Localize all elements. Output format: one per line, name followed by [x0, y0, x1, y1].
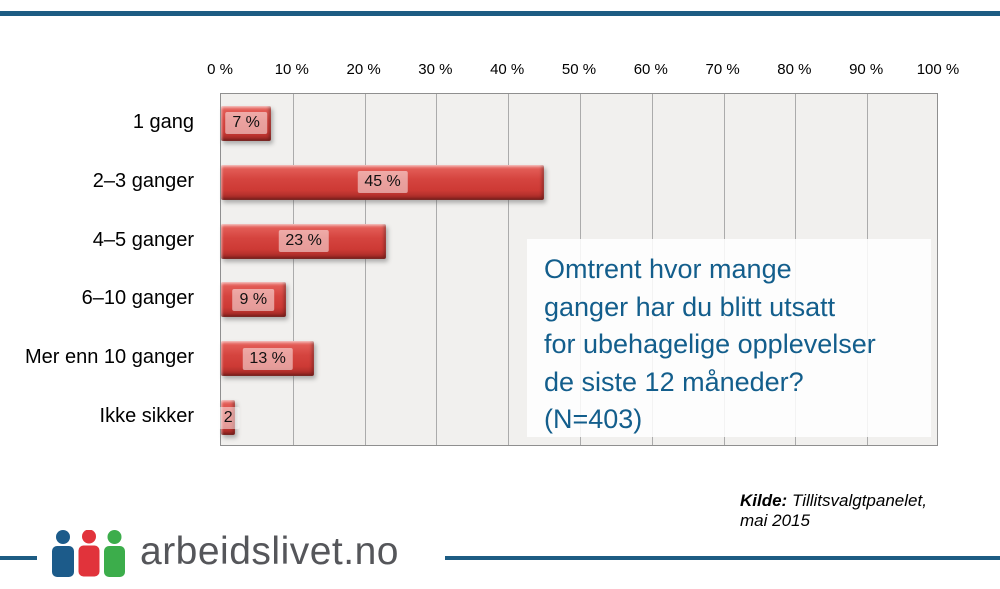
- bar-data-label: 2: [216, 406, 240, 429]
- x-axis-tick-label: 30 %: [418, 61, 453, 78]
- bar-ikke-sikker: 2: [216, 400, 240, 436]
- source-text: Tillitsvalgtpanelet,: [787, 491, 927, 510]
- bar-data-label: 13 %: [242, 347, 293, 370]
- source-note: Kilde: Tillitsvalgtpanelet, mai 2015: [740, 491, 970, 531]
- bottom-divider-rule-left: [0, 556, 37, 560]
- x-axis-tick-label: 40 %: [490, 61, 525, 78]
- y-axis-category-labels: 1 gang 2–3 ganger 4–5 ganger 6–10 ganger Mer…: [0, 93, 208, 446]
- question-line: ganger har du blitt utsatt: [544, 291, 836, 322]
- category-label: 4–5 ganger: [92, 228, 194, 251]
- question-line: de siste 12 måneder?: [544, 366, 804, 397]
- question-line: for ubehagelige opplevelser: [544, 329, 876, 359]
- bar-4-5-ganger: 23 %: [221, 223, 387, 259]
- logo-text: arbeidslivet.no: [140, 530, 399, 573]
- x-axis-tick-label: 100 %: [916, 61, 960, 78]
- question-annotation-box: Omtrent hvor mange ganger har du blitt u…: [527, 239, 931, 437]
- x-axis-tick-label: 0 %: [207, 61, 233, 78]
- category-label: Ikke sikker: [99, 405, 194, 428]
- x-axis-tick-label: 80 %: [777, 61, 812, 78]
- x-axis-tick-label: 10 %: [274, 61, 309, 78]
- bar-mer-enn-10-ganger: 13 %: [221, 341, 315, 377]
- arbeidslivet-logo: arbeidslivet.no: [52, 528, 399, 578]
- source-date: mai 2015: [740, 511, 810, 530]
- x-axis-tick-label: 50 %: [561, 61, 597, 78]
- top-divider-rule: [0, 11, 1000, 16]
- question-line: Omtrent hvor mange: [544, 254, 792, 284]
- x-axis-tick-label: 70 %: [705, 61, 740, 78]
- category-label: Mer enn 10 ganger: [24, 346, 194, 369]
- bottom-divider-rule-right: [445, 556, 1000, 560]
- people-icon: [52, 530, 125, 577]
- bar-6-10-ganger: 9 %: [221, 282, 286, 318]
- bar-data-label: 7 %: [225, 112, 267, 135]
- category-label: 1 gang: [132, 110, 194, 133]
- gridline: [364, 94, 366, 445]
- bar-data-label: 9 %: [232, 288, 275, 311]
- bar-data-label: 23 %: [278, 230, 329, 253]
- source-label: Kilde:: [740, 491, 788, 510]
- bar-1-gang: 7 %: [221, 105, 272, 141]
- x-axis: 0 % 10 % 20 % 30 % 40 % 50 % 60 % 70 % 80 % 90 % 1…: [207, 60, 959, 80]
- gridline: [292, 94, 294, 445]
- gridline: [436, 94, 438, 445]
- gridline: [508, 94, 510, 445]
- x-axis-tick-label: 90 %: [849, 61, 884, 78]
- question-line: (N=403): [544, 404, 643, 434]
- bar-data-label: 45 %: [357, 171, 408, 194]
- bar-2-3-ganger: 45 %: [221, 164, 545, 200]
- x-axis-tick-label: 60 %: [633, 61, 668, 78]
- x-axis-tick-label: 20 %: [346, 61, 381, 78]
- category-label: 6–10 ganger: [81, 287, 194, 310]
- category-label: 2–3 ganger: [92, 169, 194, 192]
